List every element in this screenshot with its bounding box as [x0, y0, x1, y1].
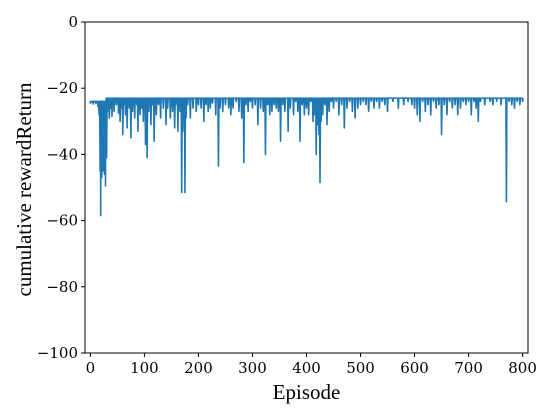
y-tick-label: −100 [37, 344, 78, 362]
series-layer [89, 97, 524, 217]
x-axis-ticks: 0 100 200 300 400 500 600 700 800 [86, 353, 537, 377]
x-tick-label: 600 [400, 359, 429, 377]
series-line [89, 97, 524, 217]
y-axis-ticks: 0 −20 −40 −60 −80 −100 [37, 13, 85, 362]
plot-area [84, 21, 529, 354]
y-tick-label: −40 [46, 145, 78, 163]
x-tick-label: 300 [238, 359, 267, 377]
x-tick-label: 100 [130, 359, 159, 377]
x-tick-label: 400 [292, 359, 321, 377]
y-tick-label: −80 [46, 278, 78, 296]
x-axis-title: Episode [273, 380, 341, 404]
x-tick-label: 700 [454, 359, 483, 377]
y-axis-title: cumulative rewardReturn [12, 82, 36, 296]
x-tick-label: 500 [346, 359, 375, 377]
axes-frame [84, 21, 529, 354]
y-tick-label: 0 [68, 13, 78, 31]
x-tick-label: 0 [86, 359, 96, 377]
y-tick-label: −20 [46, 79, 78, 97]
x-tick-label: 800 [508, 359, 537, 377]
y-tick-label: −60 [46, 212, 78, 230]
x-tick-label: 200 [184, 359, 213, 377]
